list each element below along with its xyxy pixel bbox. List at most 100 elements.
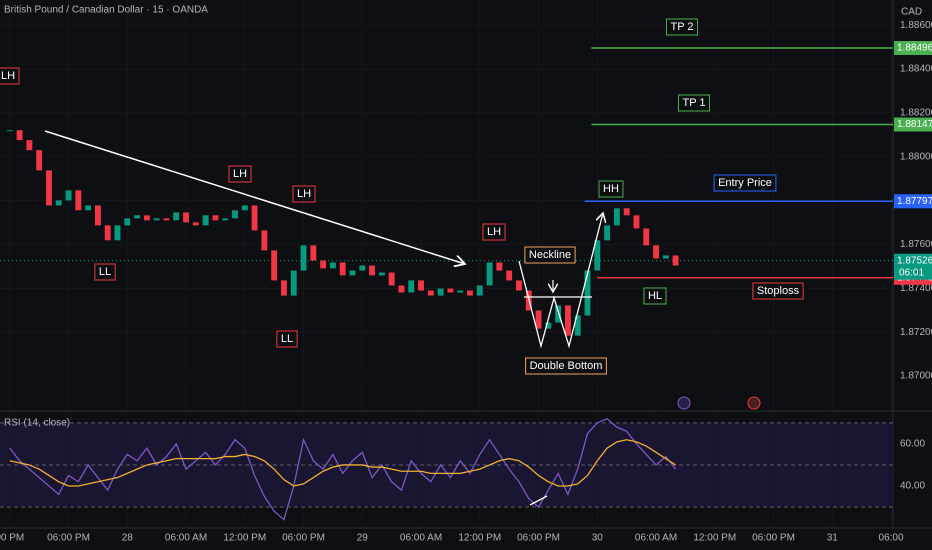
annotation: LL (281, 333, 293, 345)
candle (574, 315, 581, 336)
candle (104, 225, 111, 241)
price-tag (894, 41, 932, 56)
candle (153, 218, 160, 221)
candle (506, 270, 513, 281)
x-tick-label: 06:00 AM (635, 533, 677, 544)
candle (633, 215, 640, 229)
annotation-box (598, 180, 624, 198)
y-tick-label: 1.87200 (900, 327, 932, 338)
level-label-box (713, 174, 777, 192)
candle (672, 255, 679, 266)
candle (241, 205, 248, 211)
candle (467, 290, 473, 296)
candle (173, 212, 180, 221)
annotation-box (94, 263, 116, 281)
rsi-tick-label: 40.00 (900, 481, 925, 492)
candle (398, 285, 405, 293)
x-tick-label: 06:00 PM (47, 533, 90, 544)
price-tag-label: 1.88496 (897, 43, 932, 54)
rsi-title: RSI (14, close) (4, 418, 70, 429)
annotation: LH (297, 188, 311, 200)
trendline (44, 130, 465, 264)
level-label: TP 2 (670, 21, 693, 33)
candle (545, 322, 552, 329)
candle (310, 245, 317, 261)
candle (85, 205, 92, 211)
annotation: Neckline (529, 249, 571, 261)
candle (271, 250, 278, 281)
candle (643, 228, 650, 246)
x-tick-label: 29 (357, 533, 369, 544)
candle (261, 230, 268, 251)
candle (65, 190, 72, 201)
candle (447, 288, 454, 293)
candle (55, 200, 62, 206)
candle (496, 262, 503, 271)
x-tick-label: 06:00 PM (752, 533, 795, 544)
currency: CAD (901, 7, 922, 18)
countdown-label: 06:01 (899, 267, 924, 278)
x-tick-label: 31 (827, 533, 839, 544)
candle (16, 130, 23, 141)
annotation: HL (648, 290, 662, 302)
price-tag (894, 194, 932, 209)
candle (134, 215, 141, 219)
candle (408, 280, 415, 293)
candle (564, 305, 571, 336)
event-icon[interactable] (747, 396, 761, 410)
candle (222, 218, 229, 221)
candle (486, 262, 493, 286)
candle (427, 290, 434, 296)
y-tick-label: 1.88000 (900, 151, 932, 162)
event-icon[interactable] (677, 396, 691, 410)
level-label: TP 1 (682, 97, 705, 109)
rsi-divergence (529, 495, 548, 506)
candle (584, 270, 591, 316)
w-pattern (518, 213, 603, 349)
y-tick-label: 1.87000 (900, 371, 932, 382)
y-tick-label: 1.87400 (900, 283, 932, 294)
candle (6, 130, 13, 132)
annotation-box (228, 165, 252, 183)
annotation: LH (233, 168, 247, 180)
candle (329, 262, 336, 269)
candle (476, 285, 483, 296)
candle (604, 225, 611, 241)
candle (183, 212, 189, 223)
candle (163, 218, 170, 221)
x-tick-label: 12:00 PM (458, 533, 501, 544)
y-tick-label: 1.88200 (900, 108, 932, 119)
candle (281, 280, 287, 296)
candle (124, 218, 131, 226)
annotation: LH (487, 226, 501, 238)
rsi-ma-line (9, 439, 676, 487)
annotation: LH (1, 70, 15, 82)
candle (457, 290, 464, 293)
level-label-box (665, 18, 699, 36)
candle (320, 260, 327, 269)
candle (143, 215, 150, 221)
candle (369, 265, 376, 276)
candle (623, 208, 630, 216)
annotation-box (0, 67, 20, 85)
price-tag (894, 117, 932, 132)
level-label-box (752, 282, 804, 300)
x-tick-label: 06:00 PM (517, 533, 560, 544)
candle (212, 215, 219, 221)
annotation-box (276, 330, 298, 348)
y-tick-label: 1.88400 (900, 64, 932, 75)
candle (290, 270, 297, 296)
candle (594, 240, 601, 271)
candle (232, 210, 238, 219)
level-label: Entry Price (718, 177, 772, 189)
candle (359, 265, 366, 271)
annotation: HH (603, 183, 619, 195)
candle (36, 150, 43, 171)
annotation-box (482, 223, 506, 241)
candle (535, 310, 542, 329)
candle (437, 288, 444, 296)
annotation-box (524, 246, 576, 264)
chart-title: British Pound / Canadian Dollar · 15 · O… (4, 5, 208, 16)
candle (75, 190, 82, 211)
